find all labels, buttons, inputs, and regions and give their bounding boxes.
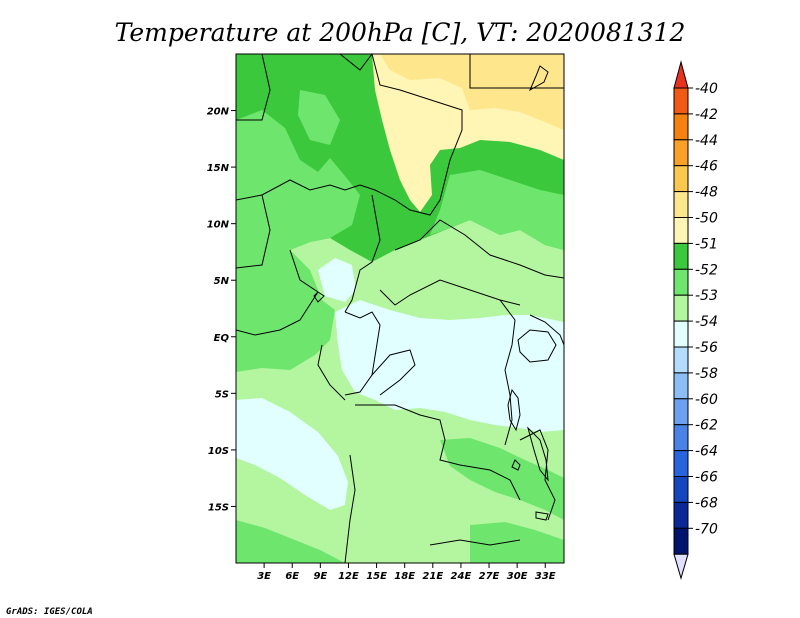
country-borders bbox=[236, 54, 564, 563]
colorbar-box bbox=[673, 501, 689, 529]
colorbar-label: -56 bbox=[695, 340, 718, 356]
colorbar-box bbox=[673, 424, 689, 452]
colorbar-label: -46 bbox=[695, 159, 718, 175]
lon-tick-label: 3E bbox=[257, 571, 271, 582]
colorbar-box bbox=[673, 346, 689, 374]
lat-tick-label: EQ bbox=[214, 333, 230, 344]
colorbar-box bbox=[673, 476, 689, 503]
colorbar-label: -64 bbox=[695, 444, 718, 460]
lat-tick-label: 5S bbox=[215, 389, 229, 400]
colorbar-box bbox=[673, 191, 689, 219]
colorbar-box bbox=[673, 139, 689, 167]
contour-fill-minus53-east bbox=[430, 170, 564, 250]
colorbar-box bbox=[673, 242, 689, 270]
contour-fill-minus53-south-a bbox=[440, 438, 564, 520]
colorbar-box bbox=[673, 113, 689, 141]
colorbar-label: -52 bbox=[695, 262, 718, 278]
colorbar-label: -68 bbox=[695, 495, 718, 511]
colorbar-triangle-bottom bbox=[673, 553, 689, 580]
map-frame bbox=[235, 53, 565, 564]
colorbar-label: -44 bbox=[695, 133, 718, 149]
colorbar-label: -42 bbox=[695, 107, 718, 123]
latitude-axis: 20N 15N 10N 5N EQ 5S 10S 15S bbox=[207, 107, 236, 513]
lat-tick-label: 15N bbox=[207, 163, 230, 174]
lat-tick-label: 10S bbox=[208, 446, 229, 457]
colorbar-label: -40 bbox=[695, 81, 718, 97]
lon-tick-label: 9E bbox=[313, 571, 327, 582]
colorbar-label: -53 bbox=[695, 288, 718, 304]
contour-fill-minus53-southwest bbox=[236, 250, 335, 372]
contour-fill-minus53-south-b bbox=[236, 520, 345, 563]
colorbar-label: -70 bbox=[695, 521, 718, 537]
lon-tick-label: 27E bbox=[479, 571, 500, 582]
colorbar-box bbox=[673, 398, 689, 426]
colorbar-box bbox=[673, 320, 689, 348]
contour-fill-minus50 bbox=[380, 54, 564, 130]
lon-tick-label: 21E bbox=[422, 571, 443, 582]
contour-fill-minus54-cameroon bbox=[318, 258, 356, 302]
lat-tick-label: 20N bbox=[207, 107, 230, 118]
lon-tick-label: 18E bbox=[394, 571, 415, 582]
colorbar-label: -50 bbox=[695, 211, 718, 227]
colorbar-label: -48 bbox=[695, 185, 718, 201]
colorbar-box bbox=[673, 165, 689, 193]
colorbar-legend: -40 -42 -44 -46 -48 -50 -51 -52 -53 -54 -56 -58 -60 -… bbox=[673, 60, 718, 580]
colorbar-box bbox=[673, 217, 689, 244]
lat-tick-label: 5N bbox=[214, 276, 230, 287]
grads-credit: GrADS: IGES/COLA bbox=[6, 607, 93, 617]
lon-tick-label: 12E bbox=[338, 571, 359, 582]
lon-tick-label: 6E bbox=[285, 571, 299, 582]
contour-fill-minus54-atlantic bbox=[236, 398, 348, 510]
colorbar-box bbox=[673, 268, 689, 296]
colorbar-triangle-top bbox=[673, 60, 689, 89]
contour-fill-minus53-south-c bbox=[470, 522, 564, 563]
lon-tick-label: 30E bbox=[507, 571, 528, 582]
colorbar-label: -54 bbox=[695, 314, 718, 330]
colorbar-box bbox=[673, 294, 689, 322]
contour-fill-minus53-north-a bbox=[298, 90, 340, 145]
colorbar-box bbox=[673, 450, 689, 478]
colorbar-label: -60 bbox=[695, 392, 718, 408]
colorbar-label: -58 bbox=[695, 366, 718, 382]
map-area bbox=[236, 54, 564, 563]
colorbar-label: -66 bbox=[695, 470, 718, 486]
contour-fill-minus54-congo bbox=[335, 300, 564, 432]
lat-tick-label: 15S bbox=[208, 502, 229, 513]
colorbar-box bbox=[673, 372, 689, 400]
colorbar-label: -62 bbox=[695, 418, 718, 434]
lon-tick-label: 15E bbox=[366, 571, 387, 582]
colorbar-box bbox=[673, 87, 689, 115]
lon-tick-label: 24E bbox=[451, 571, 472, 582]
lakes bbox=[313, 65, 557, 521]
contour-fill-minus53-northwest bbox=[236, 110, 360, 262]
map-title: Temperature at 200hPa [C], VT: 202008131… bbox=[115, 18, 686, 47]
colorbar-box bbox=[673, 527, 689, 555]
lon-tick-label: 33E bbox=[535, 571, 556, 582]
longitude-axis: 3E 6E 9E 12E 15E 18E 21E 24E 27E 30E 33E bbox=[257, 563, 556, 582]
lat-tick-label: 10N bbox=[207, 220, 230, 231]
colorbar-label: -51 bbox=[695, 236, 718, 252]
